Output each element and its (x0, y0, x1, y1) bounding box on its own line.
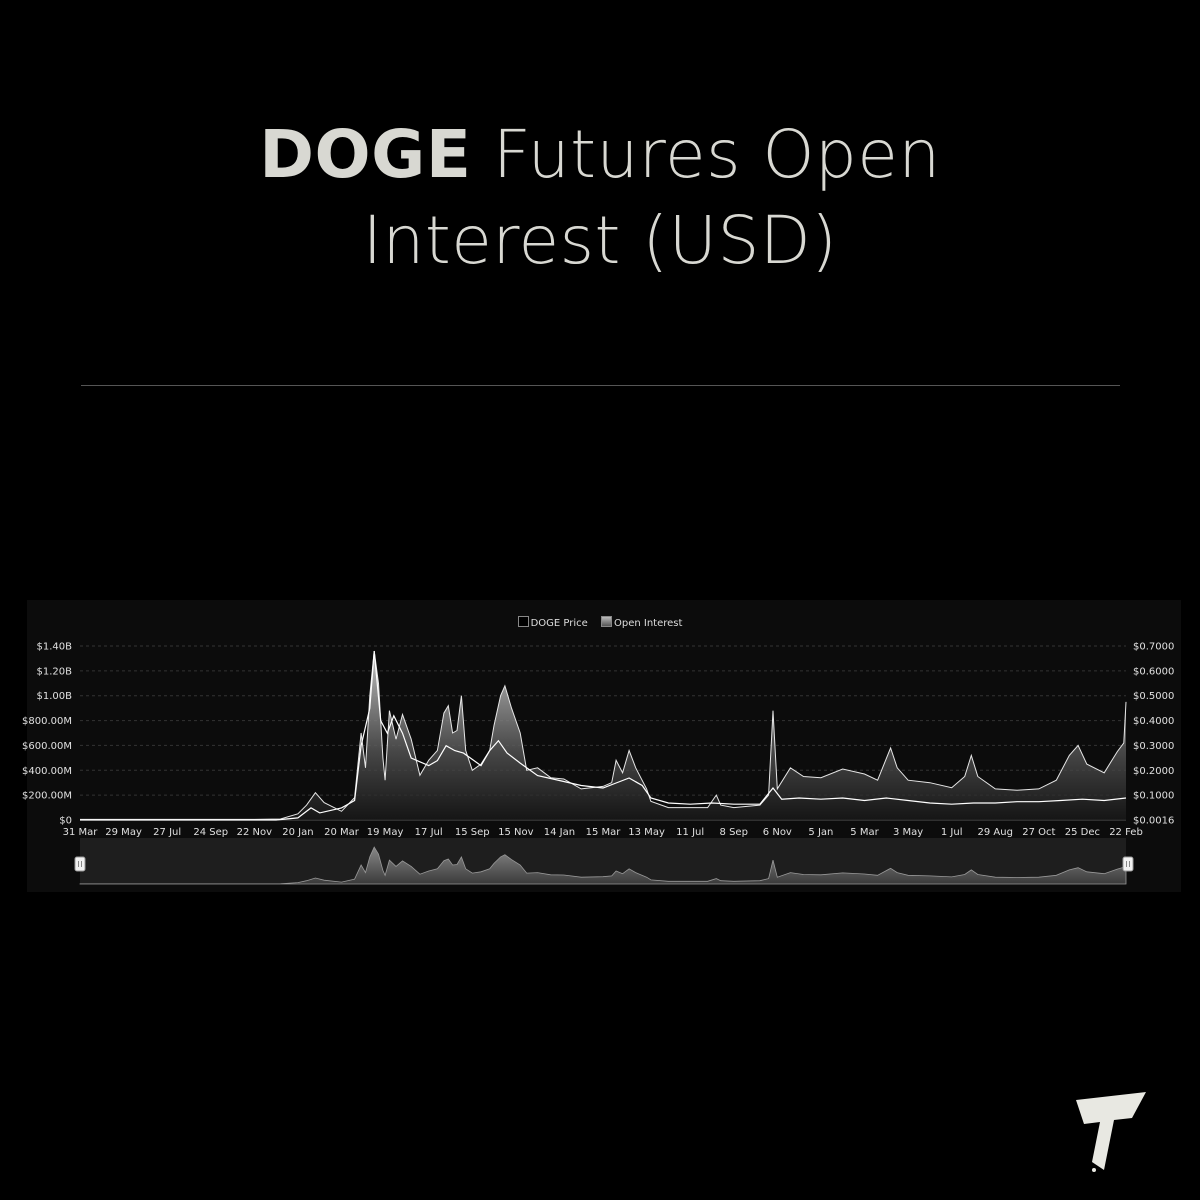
x-tick-label: 5 Jan (808, 827, 833, 838)
page-title: DOGE Futures Open Interest (USD) (0, 112, 1200, 284)
x-tick-label: 15 Mar (586, 827, 622, 838)
range-handle-body (74, 856, 86, 872)
y-right-tick-label: $0.4000 (1133, 716, 1174, 727)
doge-price-line (80, 650, 1127, 821)
x-tick-label: 8 Sep (720, 827, 748, 838)
y-left-tick-label: $1.40B (37, 642, 73, 653)
y-right-tick-label: $0.2000 (1133, 766, 1174, 777)
legend-item-open-interest[interactable]: Open Interest (600, 616, 683, 629)
x-tick-label: 19 May (367, 827, 404, 838)
x-tick-label: 25 Dec (1065, 827, 1100, 838)
title-divider (81, 385, 1120, 386)
x-tick-label: 3 May (893, 827, 923, 838)
x-tick-label: 29 May (105, 827, 142, 838)
x-tick-label: 11 Jul (676, 827, 704, 838)
x-tick-label: 27 Jul (153, 827, 181, 838)
legend-label-open-interest: Open Interest (613, 618, 683, 629)
y-right-tick-label: $0.0016 (1133, 816, 1174, 827)
x-tick-label: 24 Sep (193, 827, 228, 838)
x-tick-label: 1 Jul (941, 827, 963, 838)
legend-item-price[interactable]: DOGE Price (517, 616, 588, 629)
x-tick-label: 14 Jan (544, 827, 575, 838)
x-tick-label: 17 Jul (415, 827, 443, 838)
y-left-tick-label: $200.00M (22, 791, 72, 802)
y-left-tick-label: $800.00M (22, 716, 72, 727)
brand-logo-icon (1076, 1092, 1146, 1172)
y-left-tick-label: $400.00M (22, 766, 72, 777)
y-left-tick-label: $600.00M (22, 741, 72, 752)
title-bold-ticker: DOGE (259, 116, 472, 193)
range-handle-body (1122, 856, 1134, 872)
x-tick-label: 27 Oct (1022, 827, 1055, 838)
y-left-tick-label: $0 (59, 816, 72, 827)
x-tick-label: 31 Mar (63, 827, 99, 838)
y-right-tick-label: $0.1000 (1133, 791, 1174, 802)
title-line2: Interest (USD) (362, 202, 838, 279)
legend-swatch-open-interest (600, 616, 612, 627)
legend-swatch-price (517, 616, 529, 627)
x-tick-label: 22 Feb (1109, 827, 1143, 838)
legend-label-price: DOGE Price (530, 618, 588, 629)
x-tick-label: 6 Nov (763, 827, 792, 838)
x-tick-label: 13 May (628, 827, 665, 838)
y-right-tick-label: $0.3000 (1133, 741, 1174, 752)
navigator-area (79, 846, 1127, 885)
range-handle-right-icon[interactable] (1122, 856, 1134, 872)
x-tick-label: 15 Nov (498, 827, 534, 838)
open-interest-area (80, 651, 1126, 820)
x-tick-label: 5 Mar (850, 827, 879, 838)
y-left-tick-label: $1.20B (37, 666, 73, 677)
title-line1-rest: Futures Open (471, 116, 941, 193)
range-handle-left-icon[interactable] (74, 856, 86, 872)
x-tick-label: 15 Sep (455, 827, 490, 838)
x-tick-label: 20 Mar (324, 827, 360, 838)
x-tick-label: 29 Aug (978, 827, 1013, 838)
x-tick-label: 22 Nov (237, 827, 273, 838)
y-right-tick-label: $0.6000 (1133, 666, 1174, 677)
y-right-tick-label: $0.5000 (1133, 691, 1174, 702)
chart-legend: DOGE Price Open Interest (0, 616, 1200, 629)
x-tick-label: 20 Jan (282, 827, 313, 838)
y-left-tick-label: $1.00B (37, 691, 73, 702)
y-right-tick-label: $0.7000 (1133, 642, 1174, 653)
